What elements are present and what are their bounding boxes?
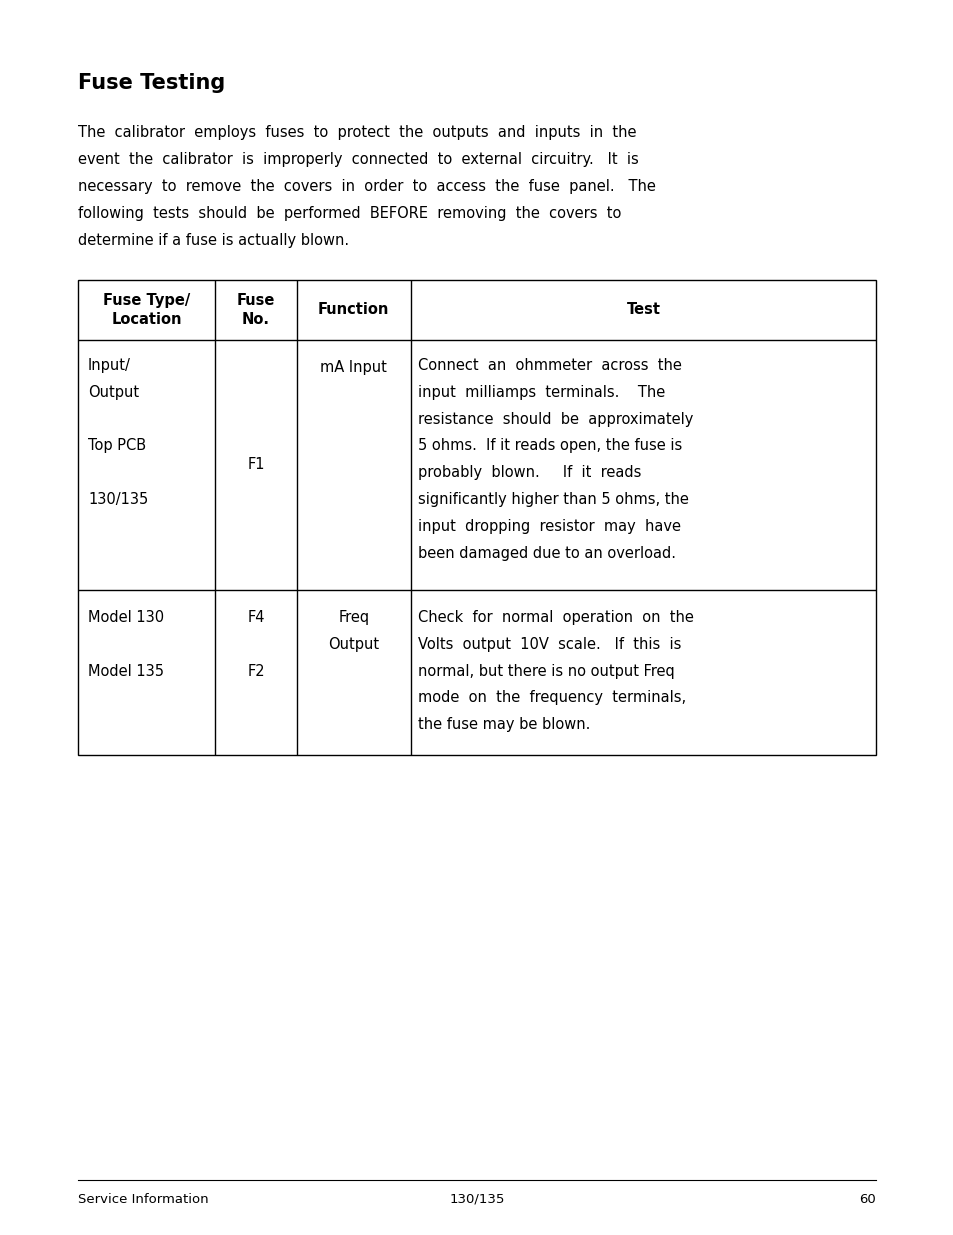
Text: The  calibrator  employs  fuses  to  protect  the  outputs  and  inputs  in  the: The calibrator employs fuses to protect … <box>78 125 636 140</box>
Text: normal, but there is no output Freq: normal, but there is no output Freq <box>417 663 674 678</box>
Text: Check  for  normal  operation  on  the: Check for normal operation on the <box>417 610 693 625</box>
Text: Input/: Input/ <box>88 358 131 373</box>
Text: significantly higher than 5 ohms, the: significantly higher than 5 ohms, the <box>417 492 688 508</box>
Text: 130/135: 130/135 <box>449 1193 504 1207</box>
Bar <box>78 280 875 755</box>
Text: Output: Output <box>88 385 139 400</box>
Text: mode  on  the  frequency  terminals,: mode on the frequency terminals, <box>417 690 685 705</box>
Text: following  tests  should  be  performed  BEFORE  removing  the  covers  to: following tests should be performed BEFO… <box>78 206 620 221</box>
Text: Test: Test <box>626 303 659 317</box>
Text: F2: F2 <box>247 663 265 678</box>
Text: 5 ohms.  If it reads open, the fuse is: 5 ohms. If it reads open, the fuse is <box>417 438 681 453</box>
Text: Output: Output <box>328 637 379 652</box>
Text: 60: 60 <box>859 1193 875 1207</box>
Text: 130/135: 130/135 <box>88 492 148 508</box>
Text: event  the  calibrator  is  improperly  connected  to  external  circuitry.   It: event the calibrator is improperly conne… <box>78 152 639 167</box>
Text: input  dropping  resistor  may  have: input dropping resistor may have <box>417 519 680 534</box>
Text: Fuse
No.: Fuse No. <box>236 293 274 327</box>
Text: probably  blown.     If  it  reads: probably blown. If it reads <box>417 466 640 480</box>
Text: necessary  to  remove  the  covers  in  order  to  access  the  fuse  panel.   T: necessary to remove the covers in order … <box>78 179 656 194</box>
Text: Top PCB: Top PCB <box>88 438 146 453</box>
Text: Fuse Testing: Fuse Testing <box>78 73 225 93</box>
Text: resistance  should  be  approximately: resistance should be approximately <box>417 411 693 426</box>
Text: Volts  output  10V  scale.   If  this  is: Volts output 10V scale. If this is <box>417 637 680 652</box>
Text: Connect  an  ohmmeter  across  the: Connect an ohmmeter across the <box>417 358 681 373</box>
Text: Model 130: Model 130 <box>88 610 164 625</box>
Text: Freq: Freq <box>337 610 369 625</box>
Text: F4: F4 <box>247 610 264 625</box>
Text: Function: Function <box>317 303 389 317</box>
Text: Service Information: Service Information <box>78 1193 209 1207</box>
Text: Model 135: Model 135 <box>88 663 164 678</box>
Text: been damaged due to an overload.: been damaged due to an overload. <box>417 546 675 561</box>
Text: determine if a fuse is actually blown.: determine if a fuse is actually blown. <box>78 233 349 248</box>
Text: Fuse Type/
Location: Fuse Type/ Location <box>103 293 190 327</box>
Text: F1: F1 <box>247 457 264 473</box>
Text: mA Input: mA Input <box>320 359 387 375</box>
Text: the fuse may be blown.: the fuse may be blown. <box>417 718 590 732</box>
Text: input  milliamps  terminals.    The: input milliamps terminals. The <box>417 385 664 400</box>
